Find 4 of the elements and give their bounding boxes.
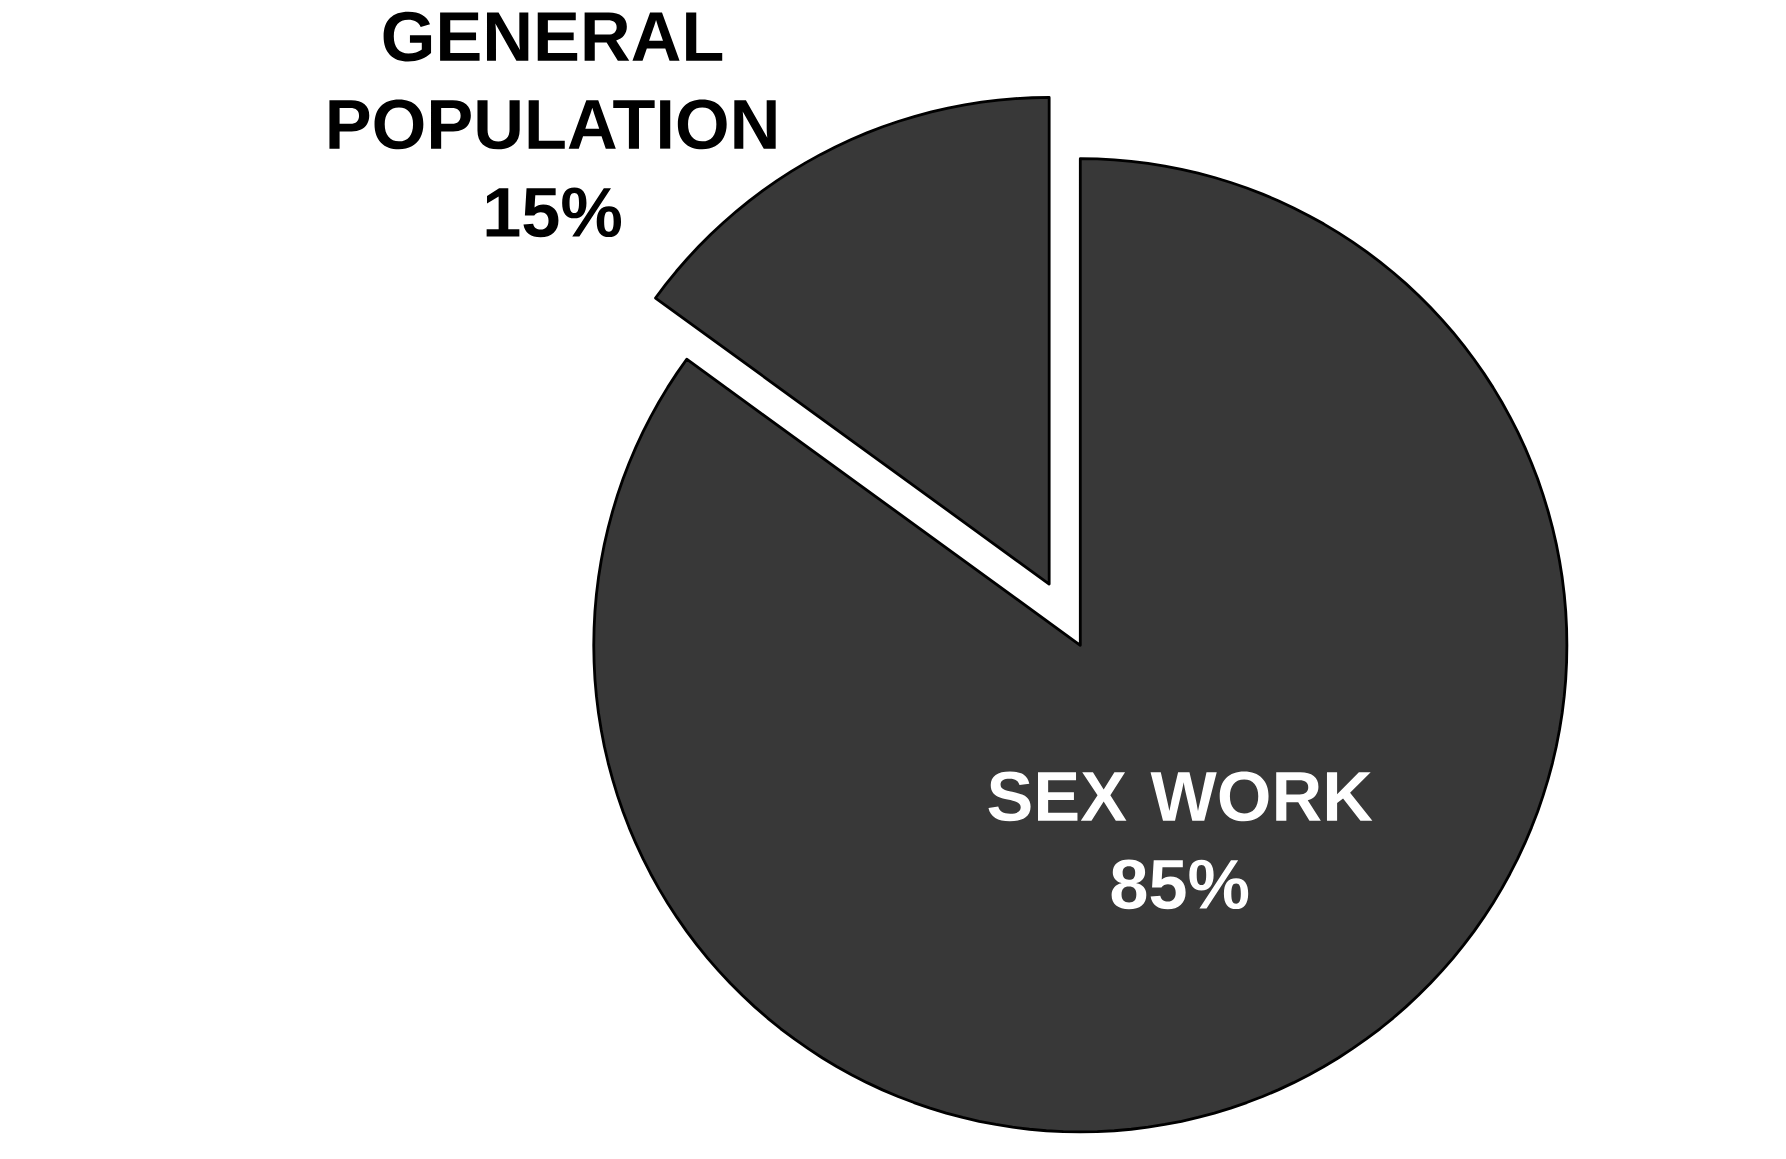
slice-label: GENERAL POPULATION (329, 11, 776, 150)
slice-label: SEX WORK (988, 771, 1373, 822)
data-label: 85% (1111, 859, 1249, 910)
data-label: 15% (486, 187, 622, 238)
